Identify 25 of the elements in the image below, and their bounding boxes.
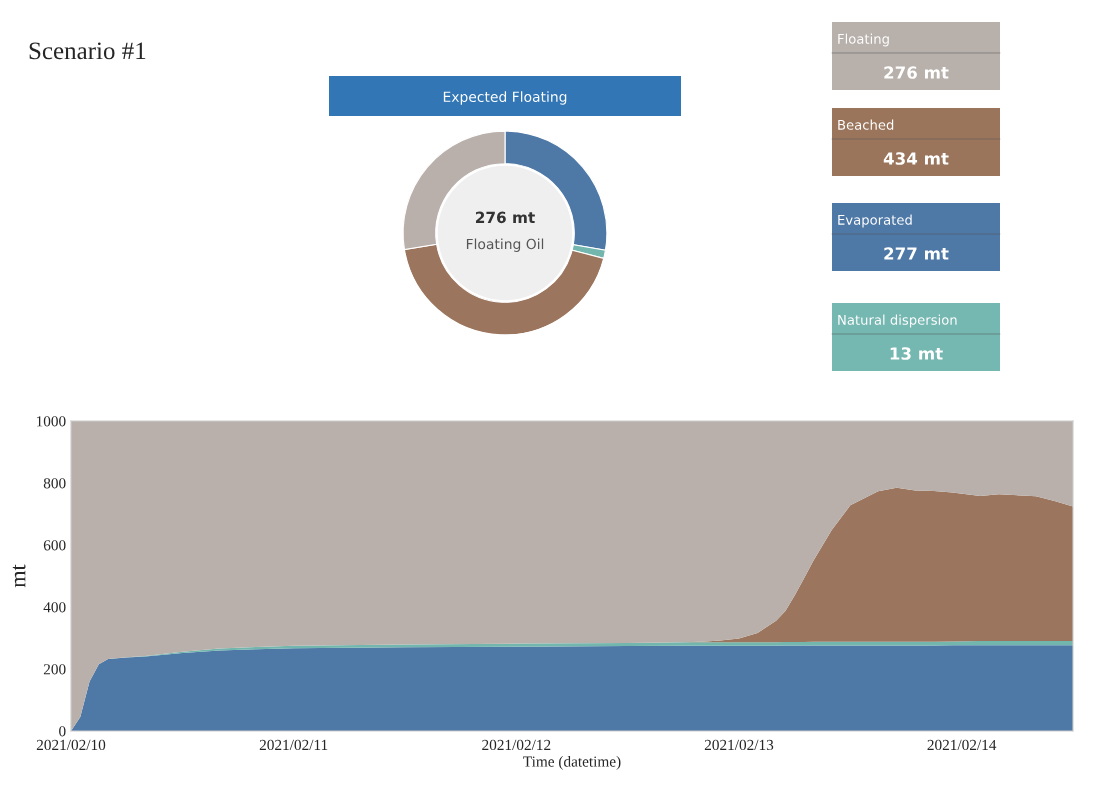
y-tick-label: 400: [43, 602, 66, 613]
x-axis-title: Time (datetime): [523, 755, 621, 770]
chart-title: Expected Floating: [443, 91, 567, 105]
y-tick-label: 200: [43, 664, 66, 675]
y-tick-label: 600: [43, 540, 66, 551]
text: 13 mt: [890, 347, 943, 360]
x-tick-label: 2021/02/12: [482, 739, 551, 751]
category-label: Floating: [838, 33, 889, 47]
category-label: Beached: [838, 119, 894, 130]
text: 276 mt: [475, 211, 535, 224]
category-label: Natural dispersion: [838, 314, 957, 328]
text: 276 mt: [884, 66, 949, 79]
y-tick-label: 800: [43, 478, 66, 489]
text: Scenario #1: [29, 42, 146, 60]
category-label: Evaporated: [838, 214, 912, 228]
x-tick-label: 2021/02/13: [704, 739, 774, 751]
y-tick-label: 1000: [36, 416, 66, 427]
text: 434 mt: [883, 152, 949, 165]
y-tick-label: 0: [59, 726, 66, 737]
text: Floating Oil: [466, 238, 544, 252]
x-tick-label: 2021/02/11: [259, 739, 328, 751]
x-tick-label: 2021/02/10: [36, 739, 106, 751]
x-tick-label: 2021/02/14: [927, 739, 997, 751]
y-axis-title: mt: [12, 564, 26, 588]
text: 277 mt: [884, 247, 949, 260]
